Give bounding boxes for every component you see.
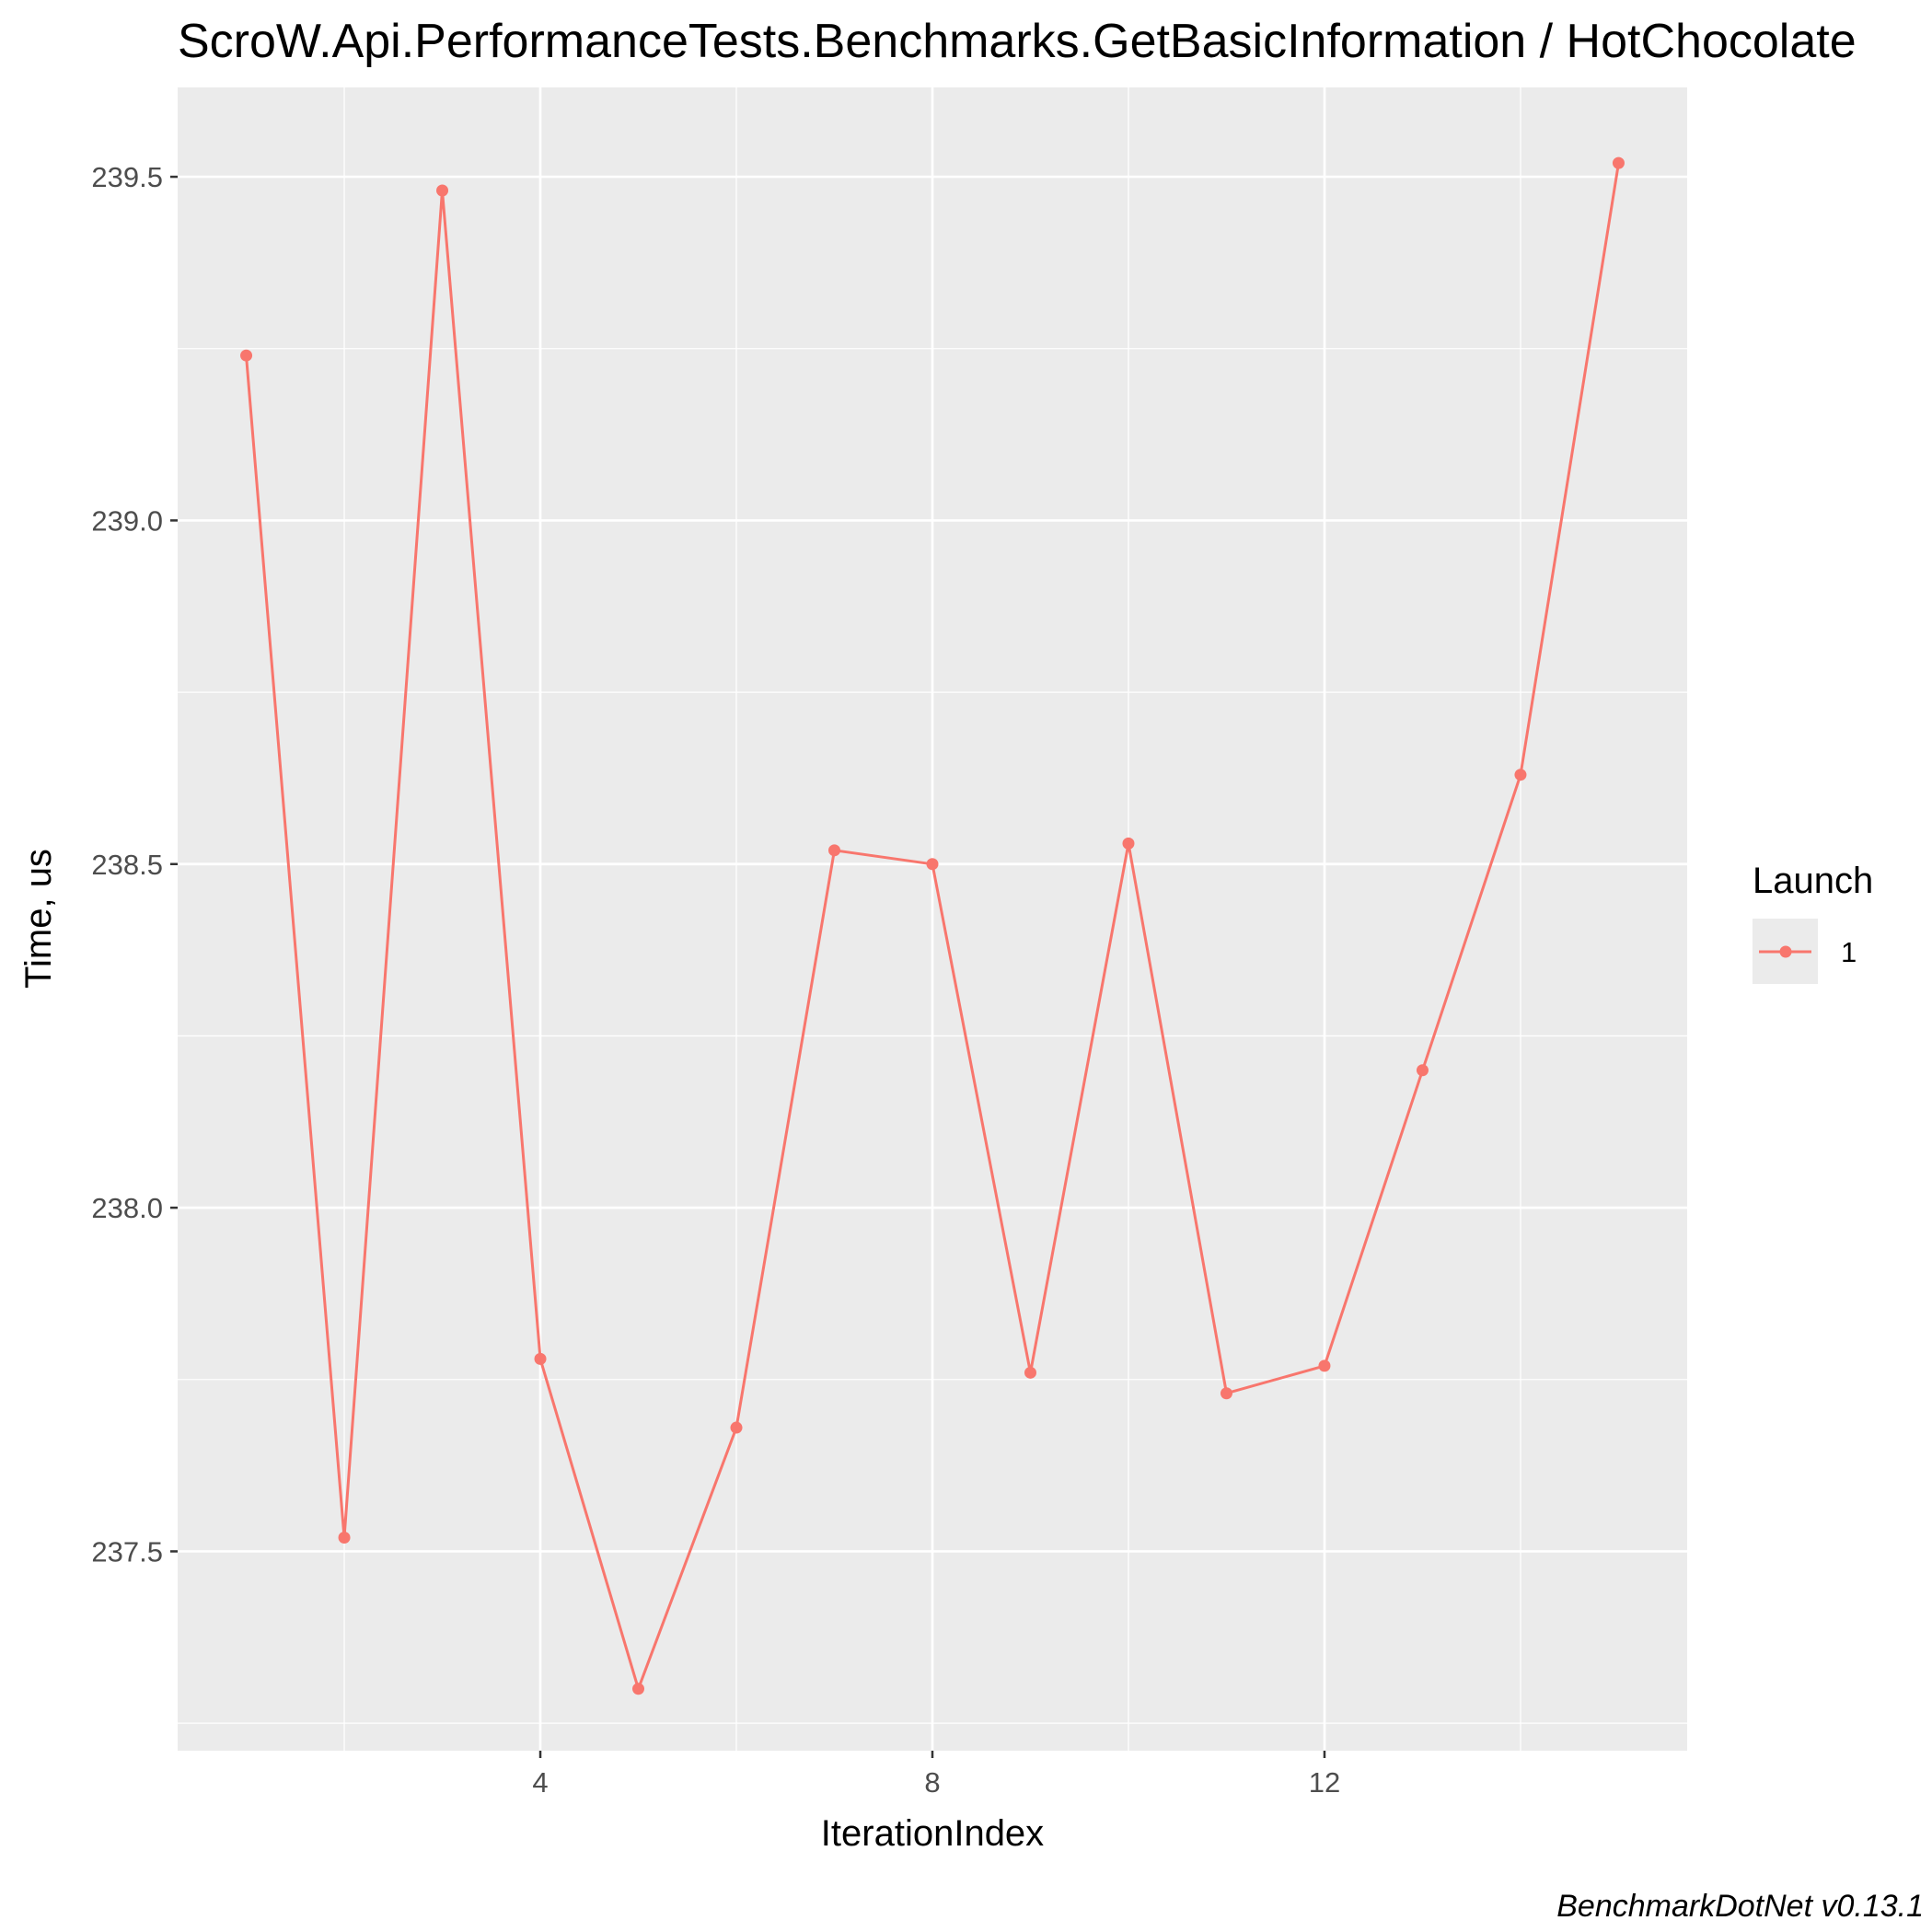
data-point [1024,1366,1036,1379]
y-tick-label: 238.0 [91,1192,163,1224]
data-point [1220,1387,1232,1400]
data-point [240,349,253,362]
legend-entry-label: 1 [1841,936,1857,968]
x-tick-label: 12 [1309,1766,1340,1799]
data-point [632,1683,645,1695]
axis-ticks [170,175,1326,1758]
y-tick-label: 238.5 [91,849,163,881]
major-gridlines [178,87,1687,1751]
data-point [730,1421,743,1434]
data-point [1612,156,1625,169]
data-point [1318,1359,1331,1372]
chart-caption: BenchmarkDotNet v0.13.1 [1556,1889,1924,1924]
chart-title: ScroW.Api.PerformanceTests.Benchmarks.Ge… [178,15,1857,68]
y-tick-label: 239.0 [91,504,163,537]
y-axis-tick-labels: 237.5 238.0 238.5 239.0 239.5 [91,161,163,1568]
y-tick-label: 237.5 [91,1535,163,1568]
data-point [338,1532,351,1544]
legend: Launch 1 [1753,861,1873,984]
series-points [240,156,1625,1695]
x-axis-title: IterationIndex [821,1813,1044,1854]
data-point [436,184,449,197]
x-tick-label: 4 [532,1766,548,1799]
x-tick-label: 8 [924,1766,940,1799]
data-point [534,1352,547,1365]
legend-key-point [1779,945,1792,958]
data-point [828,844,841,857]
data-point [1416,1064,1429,1077]
y-tick-label: 239.5 [91,161,163,193]
x-axis-tick-labels: 4 8 12 [532,1766,1340,1799]
data-point [1514,769,1527,781]
y-axis-title: Time, us [18,849,59,989]
data-point [1122,837,1135,850]
data-point [926,858,939,871]
legend-title: Launch [1753,861,1873,901]
